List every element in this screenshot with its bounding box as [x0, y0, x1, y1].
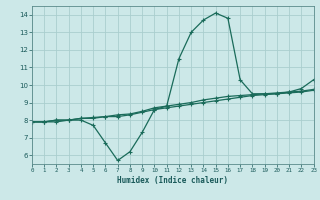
X-axis label: Humidex (Indice chaleur): Humidex (Indice chaleur) [117, 176, 228, 185]
